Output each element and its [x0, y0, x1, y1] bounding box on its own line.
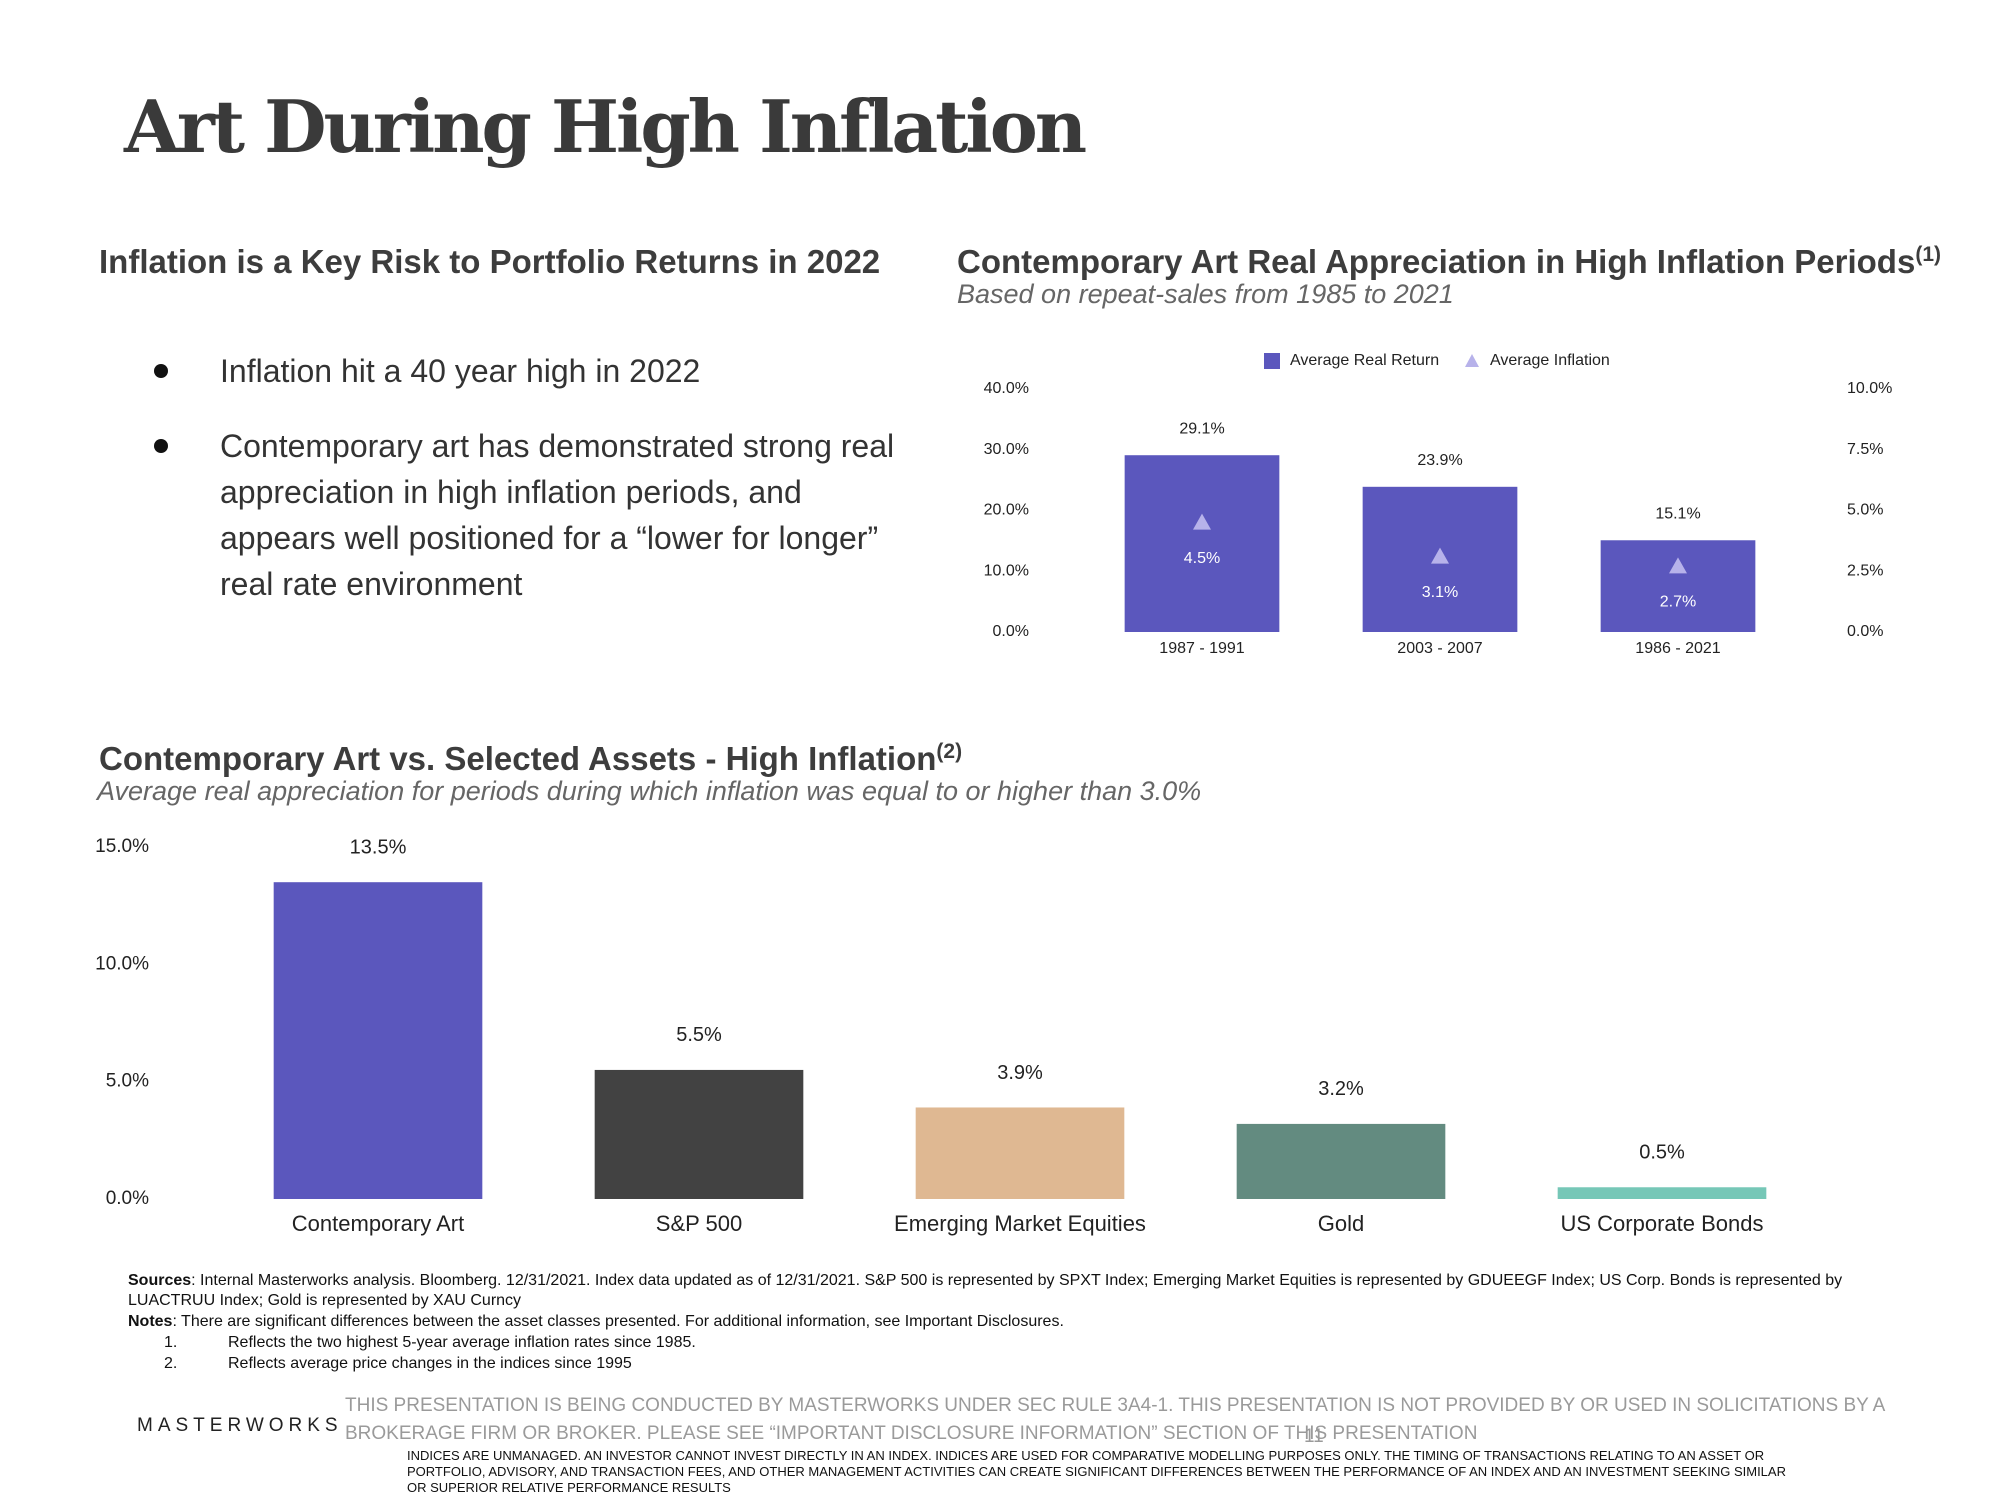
value-label: 4.5% [1184, 550, 1220, 567]
index-disclaimer: INDICES ARE UNMANAGED. AN INVESTOR CANNO… [407, 1448, 1786, 1495]
y2-tick-label: 5.0% [1847, 502, 1883, 519]
note-number: 1. [164, 1334, 178, 1351]
y-tick-label: 0.0% [106, 1188, 149, 1209]
note-text: Reflects average price changes in the in… [228, 1355, 632, 1372]
bar [594, 1069, 804, 1199]
chart-title-text: Contemporary Art vs. Selected Assets - H… [99, 740, 937, 777]
notes-text: : There are significant differences betw… [172, 1313, 1064, 1330]
slide-title: Art During High Inflation [124, 84, 1087, 169]
notes-label: Notes [128, 1313, 173, 1330]
bar [1236, 1123, 1446, 1199]
chart-title: Contemporary Art Real Appreciation in Hi… [957, 243, 1941, 281]
value-label: 23.9% [1417, 452, 1462, 469]
y2-tick-label: 7.5% [1847, 441, 1883, 458]
sources-label: Sources [128, 1272, 192, 1289]
bar [273, 882, 483, 1199]
chart-title-superscript: (2) [936, 740, 963, 763]
note-number: 2. [164, 1355, 178, 1372]
page-number: 11 [1304, 1426, 1324, 1447]
chart-title-text: Contemporary Art Real Appreciation in Hi… [957, 243, 1916, 280]
x-tick-label: 1987 - 1991 [1159, 640, 1245, 657]
chart-title-superscript: (1) [1915, 243, 1941, 266]
y-tick-label: 40.0% [984, 380, 1029, 397]
value-label: 15.1% [1655, 505, 1700, 522]
disclaimer: THIS PRESENTATION IS BEING CONDUCTED BY … [345, 1395, 1885, 1444]
y2-tick-label: 2.5% [1847, 562, 1883, 579]
note-text: Reflects the two highest 5-year average … [228, 1334, 696, 1351]
bullet-dot [154, 364, 168, 378]
x-tick-label: Gold [1318, 1211, 1364, 1236]
value-label: 3.1% [1422, 584, 1458, 601]
logo: MASTERWORKS [137, 1415, 343, 1436]
bar [1600, 540, 1756, 632]
bullet-dot [154, 439, 168, 453]
y-tick-label: 5.0% [106, 1071, 149, 1092]
value-label: 5.5% [676, 1024, 722, 1046]
chart-subtitle: Based on repeat-sales from 1985 to 2021 [957, 279, 1454, 309]
sources: Sources: Internal Masterworks analysis. … [128, 1271, 1878, 1311]
legend-marker [1264, 353, 1280, 369]
x-tick-label: Contemporary Art [292, 1211, 464, 1236]
bar [1124, 455, 1280, 632]
chart-subtitle: Average real appreciation for periods du… [97, 776, 1202, 806]
y-tick-label: 15.0% [95, 836, 149, 857]
inflation-marker [1193, 513, 1211, 530]
value-label: 29.1% [1179, 420, 1224, 437]
x-tick-label: Emerging Market Equities [894, 1211, 1146, 1236]
y-tick-label: 20.0% [984, 502, 1029, 519]
y-tick-label: 10.0% [984, 562, 1029, 579]
x-tick-label: US Corporate Bonds [1561, 1211, 1764, 1236]
y-tick-label: 30.0% [984, 441, 1029, 458]
bar [1557, 1187, 1767, 1199]
x-tick-label: 2003 - 2007 [1397, 640, 1483, 657]
value-label: 3.9% [997, 1062, 1043, 1084]
value-label: 2.7% [1660, 594, 1696, 611]
left-heading: Inflation is a Key Risk to Portfolio Ret… [99, 243, 881, 280]
value-label: 0.5% [1639, 1142, 1685, 1164]
x-tick-label: 1986 - 2021 [1635, 640, 1721, 657]
legend-label: Average Inflation [1490, 352, 1610, 369]
chart-title: Contemporary Art vs. Selected Assets - H… [99, 740, 962, 778]
inflation-marker [1669, 557, 1687, 574]
bullet-text: Contemporary art has demonstrated strong… [220, 428, 895, 602]
bar [915, 1107, 1125, 1199]
y-tick-label: 10.0% [95, 953, 149, 974]
x-tick-label: S&P 500 [656, 1211, 742, 1236]
sources-text: : Internal Masterworks analysis. Bloombe… [128, 1272, 1843, 1309]
y-tick-label: 0.0% [993, 623, 1029, 640]
y2-tick-label: 0.0% [1847, 623, 1883, 640]
inflation-marker [1431, 547, 1449, 564]
bullet-text: Inflation hit a 40 year high in 2022 [220, 353, 701, 389]
value-label: 3.2% [1318, 1078, 1364, 1100]
y2-tick-label: 10.0% [1847, 380, 1892, 397]
legend-marker [1465, 354, 1479, 367]
notes: Notes: There are significant differences… [128, 1312, 1878, 1332]
value-label: 13.5% [350, 836, 407, 858]
legend-label: Average Real Return [1290, 352, 1439, 369]
